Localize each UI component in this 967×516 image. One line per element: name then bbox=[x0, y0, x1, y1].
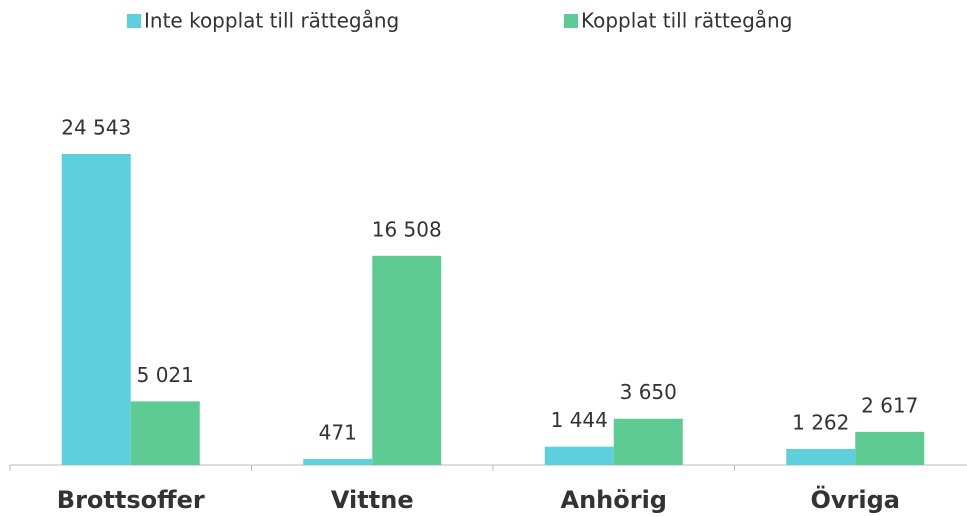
value-label: 3 650 bbox=[620, 380, 677, 404]
x-tick-label: Anhörig bbox=[561, 486, 667, 514]
bar bbox=[786, 449, 856, 465]
x-tick-label: Vittne bbox=[331, 486, 414, 514]
value-label: 16 508 bbox=[372, 217, 442, 241]
legend-swatch bbox=[127, 14, 141, 28]
bar bbox=[544, 446, 614, 465]
value-label: 2 617 bbox=[861, 393, 918, 417]
bar bbox=[61, 154, 131, 465]
value-label: 1 444 bbox=[551, 408, 608, 432]
value-label: 24 543 bbox=[61, 116, 131, 140]
value-label: 471 bbox=[319, 421, 357, 445]
bar bbox=[613, 418, 683, 465]
legend-label: Inte kopplat till rättegång bbox=[144, 9, 399, 33]
legend-label: Kopplat till rättegång bbox=[581, 9, 792, 33]
bar bbox=[303, 459, 373, 465]
value-label: 1 262 bbox=[792, 411, 849, 435]
x-tick-label: Brottsoffer bbox=[57, 486, 205, 514]
bar bbox=[372, 255, 442, 465]
value-label: 5 021 bbox=[137, 363, 194, 387]
bar bbox=[855, 431, 925, 465]
x-tick-label: Övriga bbox=[811, 484, 900, 514]
bar bbox=[130, 401, 200, 465]
legend-swatch bbox=[564, 14, 578, 28]
